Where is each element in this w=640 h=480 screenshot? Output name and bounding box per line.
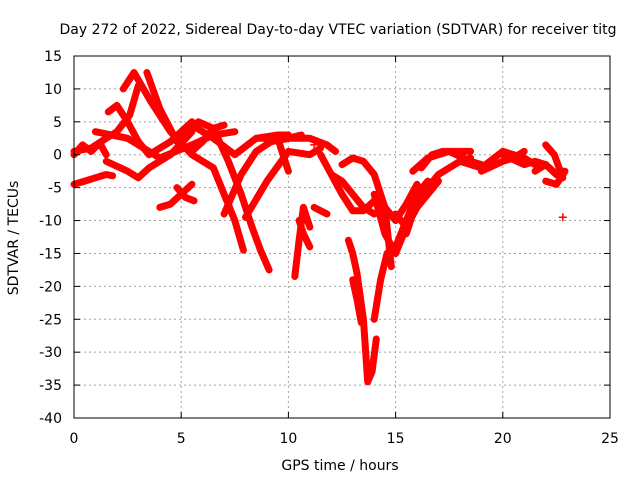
x-tick-label: 15 — [387, 431, 405, 447]
x-tick-label: 20 — [494, 431, 512, 447]
y-tick-label: 15 — [44, 49, 62, 65]
series-s32 — [417, 147, 475, 172]
y-tick-label: -20 — [39, 279, 62, 295]
y-axis-label: SDTVAR / TECUs — [6, 181, 22, 296]
x-axis-label: GPS time / hours — [281, 458, 398, 474]
data-markers — [310, 140, 567, 222]
y-tick-label: -35 — [39, 378, 62, 394]
data-series — [70, 69, 569, 386]
chart-title: Day 272 of 2022, Sidereal Day-to-day VTE… — [60, 22, 617, 38]
series-s11 — [177, 118, 273, 274]
x-tick-label: 25 — [601, 431, 619, 447]
series-s19 — [310, 203, 331, 218]
series-s09 — [156, 180, 196, 211]
x-tick-label: 0 — [70, 431, 79, 447]
y-tick-label: -10 — [39, 214, 62, 230]
series-s10 — [173, 184, 198, 205]
series-s01 — [70, 171, 117, 188]
y-tick-label: -40 — [39, 411, 62, 427]
series-s18 — [295, 217, 314, 251]
series-s37 — [542, 141, 567, 182]
y-tick-label: -5 — [48, 181, 62, 197]
y-tick-label: 5 — [53, 115, 62, 131]
series-s38 — [542, 167, 569, 188]
series-s21 — [327, 171, 378, 218]
series-s14 — [242, 144, 325, 221]
x-tick-label: 5 — [177, 431, 186, 447]
series-s24 — [349, 276, 365, 327]
x-tick-labels: 0 5 10 15 20 25 — [70, 431, 619, 447]
y-tick-label: 10 — [44, 82, 62, 98]
data-point-marker — [558, 213, 567, 222]
axis-ticks — [73, 55, 611, 419]
y-tick-label: -15 — [39, 246, 62, 262]
plot-frame — [73, 55, 611, 419]
series-s12 — [188, 121, 292, 159]
y-tick-label: -25 — [39, 312, 62, 328]
x-tick-label: 10 — [279, 431, 297, 447]
series-s05 — [102, 128, 196, 182]
series-s22 — [338, 154, 421, 224]
data-point-marker — [310, 140, 319, 149]
series-s06 — [104, 101, 196, 159]
y-tick-label: 0 — [53, 148, 62, 164]
y-tick-label: -30 — [39, 345, 62, 361]
y-tick-labels: -40 -35 -30 -25 -20 -15 -10 -5 0 5 10 15 — [39, 49, 62, 427]
series-s16 — [267, 134, 340, 155]
